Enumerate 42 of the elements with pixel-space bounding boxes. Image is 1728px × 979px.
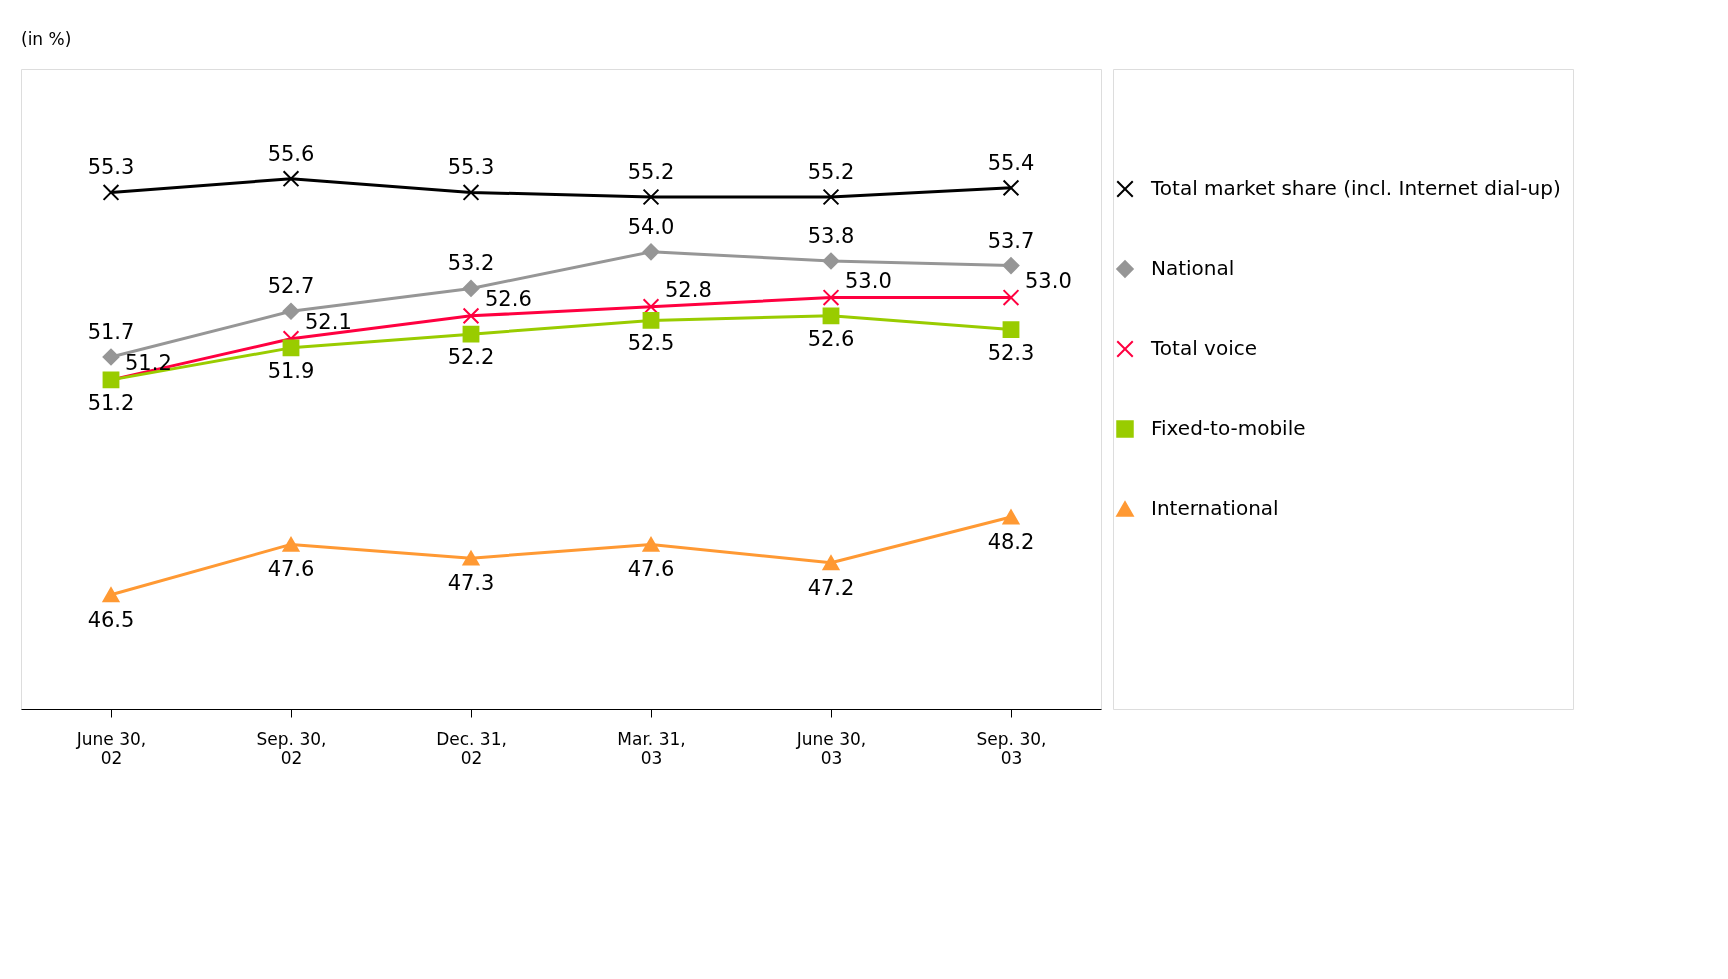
data-label: 55.6 <box>267 141 315 166</box>
x-tick-label: Sep. 30, 02 <box>256 728 327 768</box>
x-tick-label: June 30, 02 <box>75 728 147 768</box>
legend-label: International <box>1151 496 1279 520</box>
data-label: 53.0 <box>845 268 892 293</box>
data-label: 47.6 <box>267 557 315 582</box>
data-label: 53.8 <box>807 224 855 248</box>
data-label: 52.1 <box>305 309 352 334</box>
x-tick-label: Dec. 31, 02 <box>436 728 507 768</box>
data-label: 52.6 <box>807 326 855 351</box>
x-tick-label: June 30, 03 <box>795 728 867 768</box>
data-label: 46.5 <box>87 607 135 632</box>
data-label: 55.3 <box>447 155 495 180</box>
data-label: 51.2 <box>87 390 135 415</box>
legend-label: Total market share (incl. Internet dial-up) <box>1150 176 1561 200</box>
data-label: 52.3 <box>987 340 1035 365</box>
data-label: 47.6 <box>627 557 675 582</box>
data-label: 52.5 <box>627 331 675 356</box>
data-label: 53.2 <box>447 251 495 276</box>
data-label: 48.2 <box>987 530 1035 554</box>
y-axis-title: (in %) <box>21 29 72 49</box>
data-label: 55.2 <box>627 160 675 184</box>
legend-label: Total voice <box>1150 336 1257 360</box>
data-label: 53.7 <box>987 228 1035 253</box>
data-label: 51.2 <box>125 350 172 375</box>
data-label: 55.4 <box>987 150 1035 175</box>
data-label: 55.3 <box>87 155 135 180</box>
data-label: 53.0 <box>1025 268 1072 293</box>
x-tick-label: Sep. 30, 03 <box>976 728 1047 768</box>
data-label: 55.2 <box>807 160 855 184</box>
data-label: 52.2 <box>447 345 495 370</box>
data-label: 47.2 <box>807 575 855 600</box>
data-label: 51.7 <box>87 320 135 344</box>
data-label: 51.9 <box>267 358 315 383</box>
data-label: 47.3 <box>447 571 495 596</box>
legend-label: Fixed-to-mobile <box>1151 416 1306 440</box>
data-label: 52.6 <box>485 286 532 311</box>
data-label: 52.7 <box>267 274 315 299</box>
legend-label: National <box>1151 256 1235 280</box>
data-label: 54.0 <box>627 214 675 239</box>
x-tick-label: Mar. 31, 03 <box>617 728 686 768</box>
data-label: 52.8 <box>665 277 712 302</box>
